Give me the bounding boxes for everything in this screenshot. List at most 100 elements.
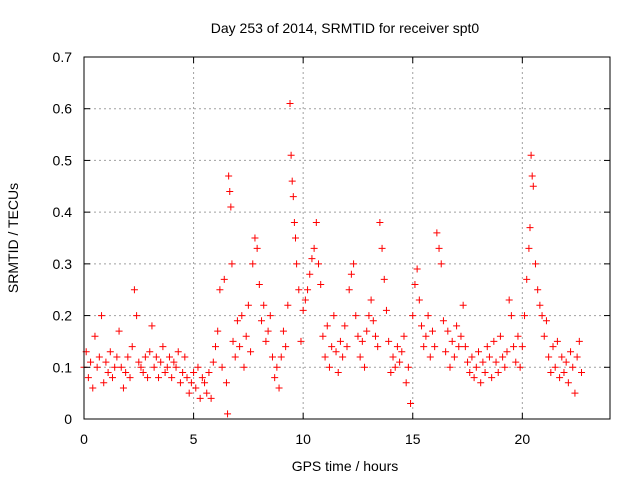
y-tick-labels: 0 0.1 0.2 0.3 0.4 0.5 0.6 0.7 [53,49,73,427]
data-point [391,363,399,371]
data-point [165,353,173,361]
data-point [431,343,439,351]
data-point [527,151,535,159]
data-point [212,343,219,351]
data-point [483,343,491,351]
y-tick-label: 0.3 [53,256,73,272]
data-point [126,374,134,382]
x-axis-label: GPS time / hours [292,458,399,474]
data-point [128,343,136,351]
data-point [422,332,430,340]
y-tick-label: 0.4 [53,204,73,220]
data-point [547,368,555,376]
data-point [240,363,248,371]
data-point [521,312,529,320]
data-point [350,260,358,268]
data-point [475,348,482,356]
data-point [268,353,276,361]
data-point [321,353,329,361]
data-point [428,327,436,335]
data-point [553,337,561,345]
data-point [420,343,428,351]
data-point [238,312,246,320]
data-point [275,384,283,392]
data-point [148,322,156,330]
data-point [526,224,534,232]
data-point [244,301,252,309]
data-point [185,389,193,397]
data-point [367,296,375,304]
data-point [356,353,364,361]
data-point [258,317,266,325]
data-point [393,343,401,351]
data-point [345,286,353,294]
data-point [236,343,244,351]
data-point [218,363,226,371]
data-point [284,301,292,309]
data-point [481,368,489,376]
data-point [187,379,195,387]
x-tick-label: 20 [515,431,531,447]
data-point [538,312,546,320]
data-point [139,368,147,376]
data-point [505,296,513,304]
data-point [226,187,234,195]
data-points [80,100,586,418]
data-point [155,374,163,382]
data-point [415,296,423,304]
data-point [312,218,320,226]
data-point [273,363,281,371]
data-point [228,260,236,268]
data-point [341,322,349,330]
data-point [492,358,500,366]
data-point [448,337,456,345]
data-point [433,229,441,237]
data-point [402,379,410,387]
data-point [251,234,259,242]
x-tick-label: 5 [190,431,198,447]
data-point [490,337,498,345]
data-point [115,327,123,335]
data-point [510,343,518,351]
data-point [113,353,121,361]
data-point [358,337,366,345]
y-tick-label: 0.1 [53,359,73,375]
y-tick-label: 0.7 [53,49,73,65]
data-point [361,363,369,371]
data-point [453,322,461,330]
data-point [365,312,373,320]
data-point [499,353,507,361]
data-point [479,358,487,366]
data-point [323,322,331,330]
data-point [325,363,333,371]
data-point [437,260,445,268]
data-point [315,260,323,268]
data-point [534,286,542,294]
data-point [163,363,171,371]
data-point [287,151,295,159]
data-point [84,374,92,382]
data-point [174,348,182,356]
data-point [542,317,550,325]
data-point [439,317,447,325]
data-point [369,317,377,325]
data-point [455,343,463,351]
data-point [282,343,290,351]
data-point [271,374,279,382]
data-point [255,281,263,289]
data-point [551,363,559,371]
data-point [536,301,544,309]
data-point [496,332,504,340]
data-point [573,353,581,361]
data-point [488,374,496,382]
data-point [119,384,127,392]
data-point [98,312,106,320]
data-point [446,363,454,371]
data-point [214,327,222,335]
data-point [108,374,116,382]
data-point [201,379,209,387]
data-point [253,244,261,252]
data-point [571,389,579,397]
data-point [400,332,408,340]
